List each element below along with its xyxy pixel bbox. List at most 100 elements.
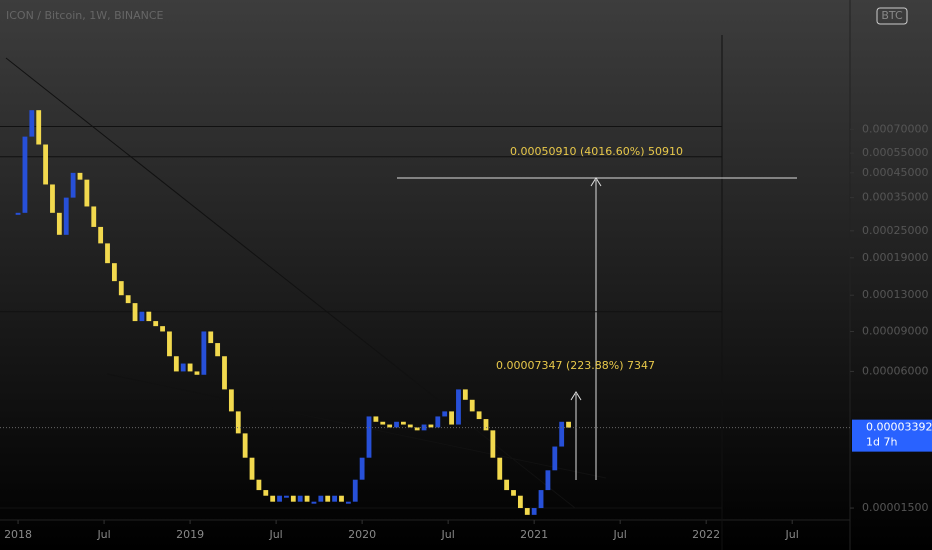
- candle: [160, 326, 165, 332]
- candle: [332, 495, 338, 502]
- currency-box[interactable]: [876, 7, 908, 25]
- candle: [208, 331, 214, 344]
- x-tick-label: Jul: [613, 528, 627, 541]
- x-tick-label: 2020: [348, 528, 376, 541]
- candle: [43, 144, 48, 185]
- candle: [373, 416, 379, 422]
- candle: [339, 495, 344, 502]
- candle: [56, 212, 62, 235]
- y-tick-label: 0.00025000: [862, 224, 928, 237]
- candle: [15, 212, 21, 215]
- candle: [70, 172, 76, 198]
- candle: [407, 424, 413, 428]
- candle: [91, 206, 97, 227]
- candle: [98, 226, 104, 244]
- candle: [511, 490, 516, 496]
- candle: [118, 281, 124, 296]
- x-tick-label: 2018: [4, 528, 32, 541]
- candle: [449, 411, 454, 425]
- candle: [297, 495, 303, 502]
- candle: [153, 321, 159, 327]
- candle: [235, 411, 241, 434]
- chart-title: ICON / Bitcoin, 1W, BINANCE: [6, 9, 164, 22]
- candle: [187, 363, 193, 372]
- candle: [139, 311, 145, 322]
- annotation: 0.00007347 (223.88%) 7347: [496, 359, 655, 372]
- candle: [476, 411, 482, 420]
- y-tick-label: 0.00055000: [862, 146, 928, 159]
- candle: [304, 495, 310, 502]
- candle: [538, 490, 544, 509]
- candle: [263, 490, 269, 496]
- y-tick-label: 0.00009000: [862, 324, 928, 337]
- y-tick-label: 0.00019000: [862, 251, 928, 264]
- candle: [442, 411, 448, 417]
- candle: [194, 371, 200, 375]
- candle: [63, 197, 69, 235]
- candle: [311, 501, 317, 504]
- candle: [517, 495, 523, 509]
- candle: [256, 479, 262, 491]
- trend-line: [106, 373, 607, 479]
- candle: [50, 184, 55, 213]
- candle: [345, 501, 351, 504]
- last-price-label: 0.00003392: [866, 421, 932, 434]
- candle: [428, 424, 434, 428]
- candle: [84, 179, 90, 207]
- candle: [222, 356, 227, 390]
- candle: [524, 508, 530, 515]
- candle: [36, 110, 42, 145]
- x-tick-label: Jul: [440, 528, 454, 541]
- candle: [284, 495, 289, 498]
- candle: [352, 479, 358, 502]
- y-tick-label: 0.00006000: [862, 364, 928, 377]
- candle: [394, 421, 399, 428]
- candle: [559, 421, 565, 447]
- candle: [366, 416, 372, 458]
- candle: [566, 421, 571, 428]
- x-tick-label: Jul: [96, 528, 110, 541]
- candle: [469, 399, 475, 412]
- currency[interactable]: BTC: [881, 9, 903, 22]
- candle: [435, 416, 441, 428]
- candle: [111, 263, 117, 282]
- y-tick-label: 0.00035000: [862, 191, 928, 204]
- x-tick-label: 2019: [176, 528, 204, 541]
- annotation: 0.00050910 (4016.60%) 50910: [510, 145, 683, 158]
- candle: [201, 331, 207, 375]
- candle: [270, 495, 276, 502]
- x-tick-label: 2021: [520, 528, 548, 541]
- candle: [531, 508, 537, 515]
- candle: [456, 389, 461, 425]
- candle: [22, 136, 28, 213]
- candle: [387, 424, 393, 428]
- candle: [490, 430, 496, 458]
- candle: [545, 470, 551, 491]
- candle: [132, 303, 138, 322]
- candle: [173, 356, 179, 372]
- candle: [290, 495, 296, 502]
- price-label-box: [852, 419, 932, 452]
- x-tick-label: Jul: [785, 528, 799, 541]
- candle: [167, 331, 172, 357]
- candle: [421, 424, 427, 431]
- candle: [497, 457, 503, 480]
- x-tick-label: 2022: [692, 528, 720, 541]
- candle: [504, 479, 510, 491]
- candle: [318, 495, 324, 502]
- candle: [249, 457, 255, 480]
- candle: [414, 427, 420, 431]
- y-tick-label: 0.00045000: [862, 166, 928, 179]
- y-tick-label: 0.00070000: [862, 122, 928, 135]
- candle: [180, 363, 186, 372]
- y-tick-label: 0.00013000: [862, 288, 928, 301]
- candle: [228, 389, 234, 412]
- candle: [29, 110, 35, 137]
- candle: [483, 419, 489, 431]
- candle: [146, 311, 152, 322]
- candle: [105, 243, 110, 264]
- candle: [125, 295, 131, 304]
- arrow-head: [590, 177, 602, 187]
